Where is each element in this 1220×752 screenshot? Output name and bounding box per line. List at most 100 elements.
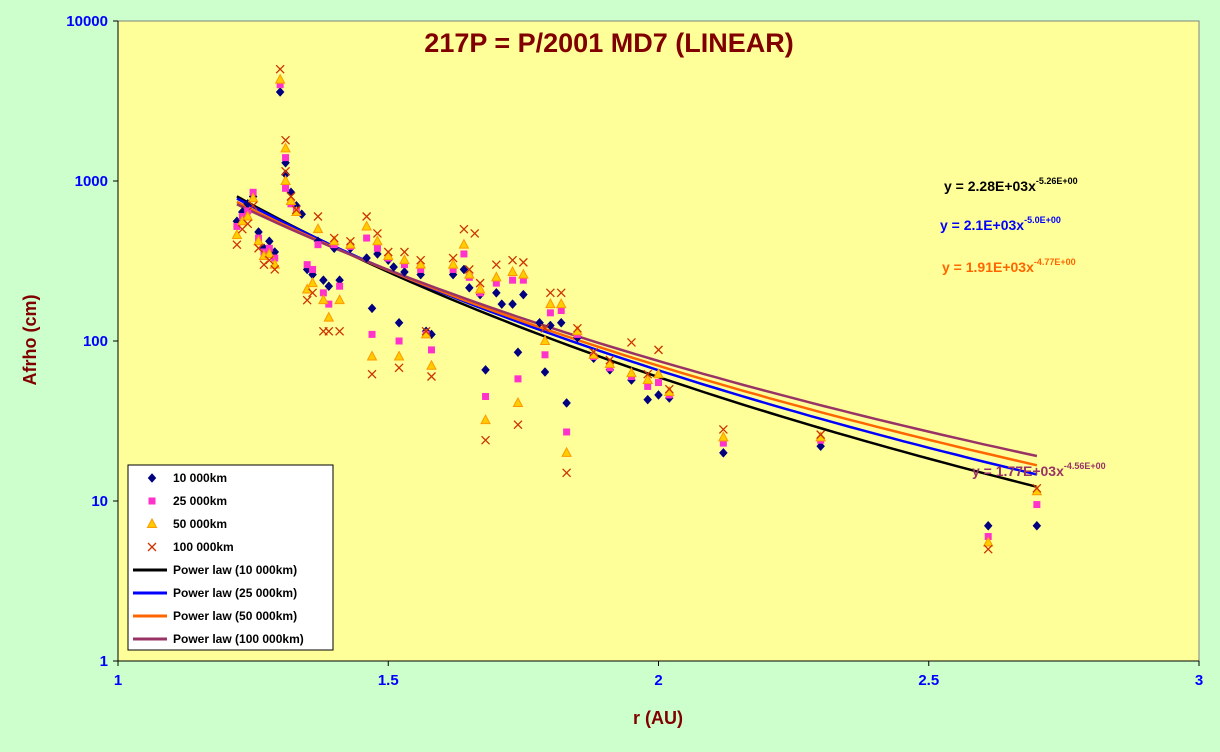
data-point (335, 326, 345, 336)
data-point (400, 261, 408, 269)
legend-marker (147, 542, 157, 552)
data-point (291, 205, 301, 215)
data-point (243, 219, 253, 229)
data-point (254, 243, 263, 253)
data-point (664, 384, 674, 394)
data-point (313, 212, 323, 221)
data-point (627, 337, 636, 347)
data-point (264, 247, 275, 258)
trend-equations: y = 2.28E+03x-5.26E+00 y = 2.1E+03x-5.0E+… (940, 176, 1106, 479)
data-point (281, 135, 291, 145)
data-point (491, 260, 501, 270)
legend-marker (148, 497, 156, 505)
legend-label: 10 000km (173, 471, 227, 485)
data-point (372, 235, 383, 246)
legend-label: 25 000km (173, 494, 227, 508)
data-point (323, 311, 335, 322)
data-point (276, 81, 284, 89)
legend-label: Power law (10 000km) (173, 563, 297, 577)
data-point (512, 396, 524, 407)
trend-equation: y = 1.91E+03x-4.77E+00 (942, 257, 1076, 275)
data-point (325, 300, 333, 308)
data-point (481, 435, 490, 445)
trend-equation: y = 2.28E+03x-5.26E+00 (944, 176, 1078, 194)
data-point (519, 276, 527, 284)
data-point (460, 250, 468, 258)
y-tick-label: 100 (83, 333, 108, 350)
data-point (302, 295, 312, 305)
x-tick-label: 1 (114, 672, 122, 689)
data-point (286, 192, 296, 201)
trendline (236, 203, 1038, 458)
data-point (231, 228, 243, 239)
data-point (508, 255, 518, 265)
data-point (309, 265, 317, 273)
data-point (509, 276, 517, 284)
data-point (718, 431, 729, 442)
legend-box (127, 464, 334, 651)
data-point (557, 307, 565, 315)
data-point (362, 253, 371, 263)
data-point (314, 241, 322, 249)
data-point (417, 265, 425, 273)
data-point (545, 288, 555, 298)
data-point (464, 264, 474, 274)
data-point (518, 268, 529, 279)
data-point (605, 355, 615, 365)
data-point (271, 254, 279, 262)
x-tick-label: 3 (1195, 672, 1203, 689)
data-point (394, 363, 404, 373)
x-axis-title: r (AU) (633, 708, 683, 728)
legend-label: Power law (25 000km) (173, 586, 297, 600)
data-point (492, 279, 500, 287)
data-point (643, 369, 653, 379)
data-point (626, 367, 637, 378)
data-point (540, 367, 550, 377)
data-point (395, 337, 403, 345)
data-point (458, 238, 470, 249)
data-point (449, 265, 457, 273)
data-point (719, 439, 727, 447)
data-point (816, 430, 826, 440)
data-points (231, 64, 1043, 554)
trendlines (236, 195, 1038, 489)
data-point (308, 288, 318, 298)
data-point (562, 398, 571, 408)
data-point (654, 345, 663, 355)
data-point (362, 212, 372, 221)
data-point (394, 317, 404, 328)
data-point (545, 298, 556, 309)
data-point (282, 184, 290, 192)
legend-label: Power law (50 000km) (173, 609, 297, 623)
data-point (319, 289, 327, 297)
legend-label: Power law (100 000km) (173, 632, 304, 646)
data-point (393, 350, 405, 361)
data-point (345, 236, 355, 246)
data-point (491, 271, 502, 282)
data-point (642, 373, 654, 385)
data-point (644, 382, 652, 390)
data-point (366, 350, 378, 361)
data-point (556, 288, 566, 298)
data-point (318, 294, 329, 305)
data-point (415, 258, 427, 269)
data-point (324, 281, 334, 292)
data-point (233, 222, 241, 230)
data-point (508, 299, 517, 310)
data-point (367, 303, 377, 314)
data-point (519, 289, 528, 300)
data-point (572, 323, 582, 333)
data-point (372, 229, 382, 238)
data-point (400, 267, 409, 277)
data-point (280, 142, 291, 153)
legend: 10 000km 25 000km 50 000km 100 000km Power l… (127, 464, 334, 651)
data-point (285, 194, 297, 205)
data-point (497, 299, 507, 310)
data-point (463, 268, 475, 279)
data-point (561, 446, 572, 457)
data-point (247, 192, 259, 203)
data-point (361, 220, 372, 231)
data-point (416, 255, 426, 265)
data-point (464, 282, 474, 293)
